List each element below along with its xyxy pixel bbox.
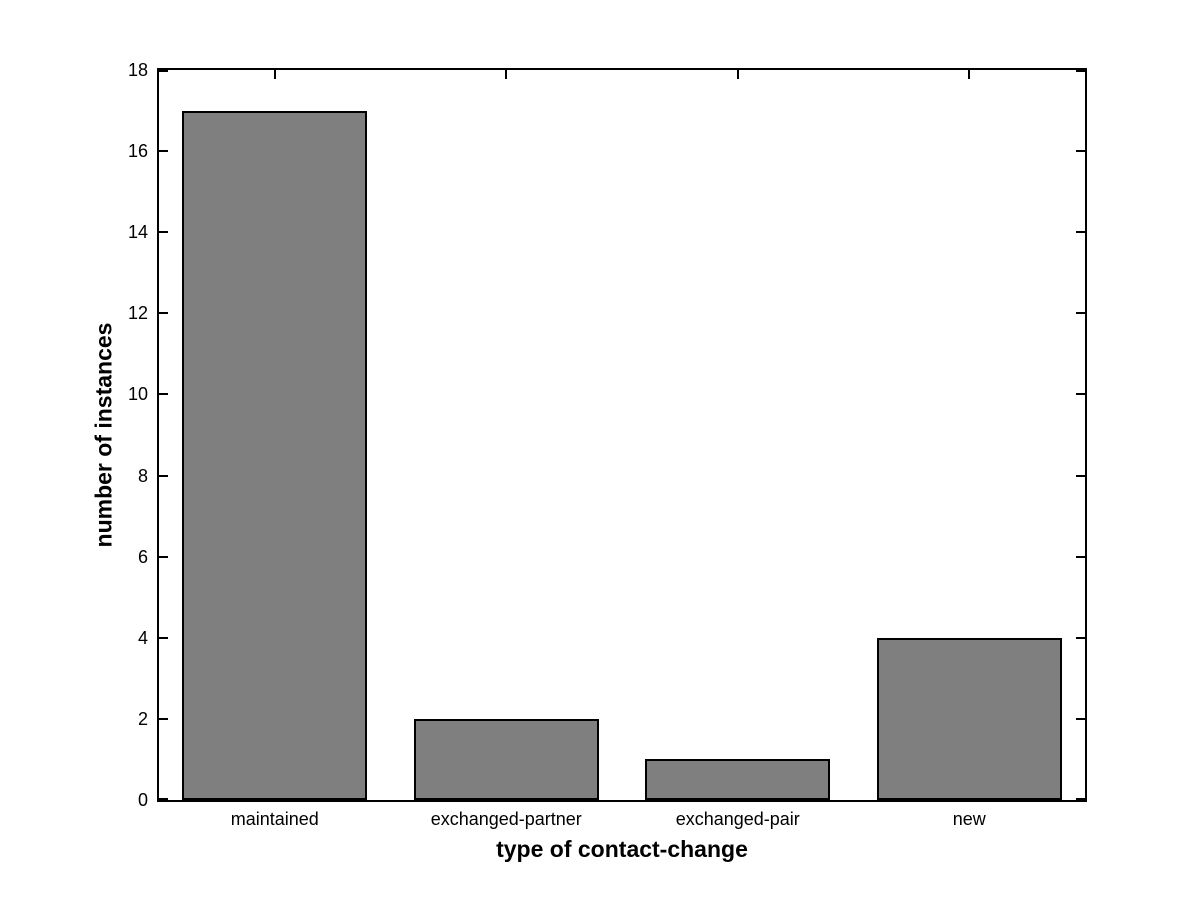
- bar-new: [876, 637, 1062, 800]
- x-tick-top: [736, 70, 739, 79]
- y-tick-right: [1076, 474, 1085, 477]
- y-tick-label: 14: [127, 222, 148, 243]
- y-tick-label: 6: [137, 546, 148, 567]
- bar-exchanged-pair: [645, 759, 831, 800]
- x-tick-label: exchanged-pair: [675, 809, 800, 829]
- y-tick-label: 0: [137, 790, 148, 810]
- y-tick-left: [159, 312, 168, 315]
- x-tick-top: [968, 70, 971, 79]
- y-tick-right: [1076, 717, 1085, 720]
- x-axis-title: type of contact-change: [496, 836, 748, 862]
- y-tick-left: [159, 798, 168, 800]
- y-tick-left: [159, 393, 168, 396]
- y-tick-left: [159, 717, 168, 720]
- y-tick-label: 12: [127, 303, 148, 324]
- y-tick-label: 10: [127, 384, 148, 405]
- plot-area: [157, 68, 1087, 802]
- y-tick-right: [1076, 636, 1085, 639]
- bar-exchanged-partner: [413, 718, 599, 800]
- y-tick-left: [159, 70, 168, 72]
- y-tick-right: [1076, 393, 1085, 396]
- y-tick-left: [159, 555, 168, 558]
- x-tick-top: [505, 70, 508, 79]
- bar-maintained: [182, 110, 368, 800]
- y-tick-label: 4: [137, 627, 148, 648]
- x-tick-label: exchanged-partner: [430, 809, 582, 829]
- y-tick-label: 2: [137, 708, 148, 729]
- y-tick-right: [1076, 150, 1085, 153]
- x-tick-label: maintained: [230, 809, 319, 829]
- y-tick-left: [159, 150, 168, 153]
- y-tick-right: [1076, 312, 1085, 315]
- y-tick-right: [1076, 231, 1085, 234]
- y-tick-right: [1076, 555, 1085, 558]
- y-tick-left: [159, 474, 168, 477]
- y-tick-right: [1076, 798, 1085, 800]
- y-axis-title: number of instances: [90, 322, 117, 548]
- y-tick-label: 16: [127, 141, 148, 162]
- x-tick-label: new: [952, 809, 986, 829]
- y-tick-left: [159, 636, 168, 639]
- y-tick-left: [159, 231, 168, 234]
- y-tick-label: 18: [127, 60, 148, 80]
- x-tick-top: [273, 70, 276, 79]
- y-tick-label: 8: [137, 465, 148, 486]
- y-tick-right: [1076, 70, 1085, 72]
